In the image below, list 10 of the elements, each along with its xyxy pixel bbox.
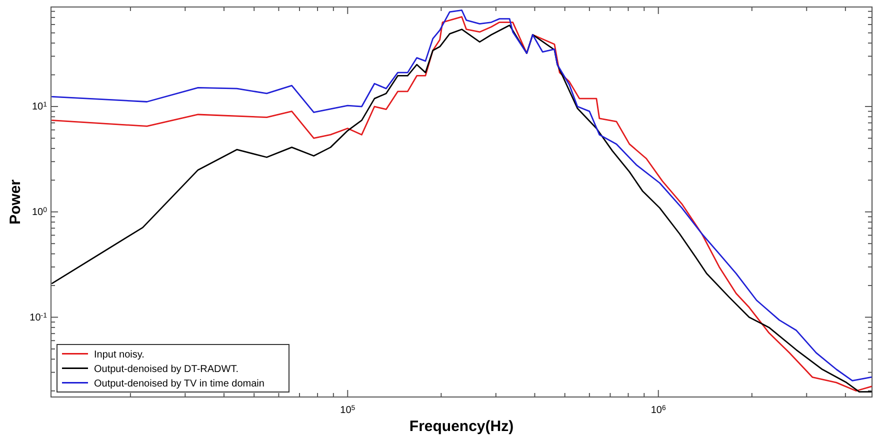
x-tick-label: 10$^{5}$ <box>340 404 356 416</box>
y-tick-label: 10$^{0}$ <box>32 206 48 218</box>
legend-label: Output-denoised by TV in time domain <box>94 378 264 390</box>
x-axis-title: Frequency(Hz) <box>409 418 514 435</box>
y-axis-title: Power <box>7 179 24 225</box>
y-tick-label: 10$^{1}$ <box>32 101 48 113</box>
legend-label: Output-denoised by DT-RADWT. <box>94 364 238 375</box>
legend-label: Input noisy. <box>94 349 144 360</box>
x-tick-label: 10$^{6}$ <box>650 404 666 416</box>
y-tick-label: 10$^{-1}$ <box>30 312 48 324</box>
